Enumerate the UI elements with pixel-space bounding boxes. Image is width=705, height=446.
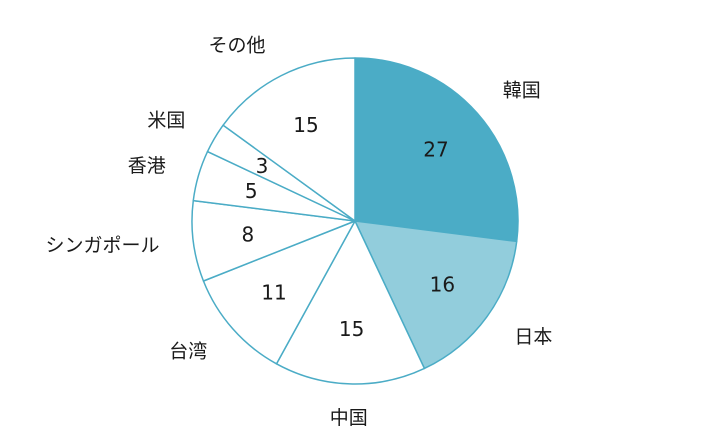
- slice-category-label-5: シンガポール: [46, 235, 160, 257]
- pie-slice-3: [275, 220, 426, 385]
- pie-slice-1: [354, 57, 519, 243]
- slice-value-label-3: 15: [339, 317, 364, 341]
- slice-value-label-8: 15: [293, 113, 318, 137]
- slice-category-label-1: 韓国: [503, 80, 541, 102]
- pie-slice-2: [354, 220, 518, 370]
- slice-category-label-7: 米国: [147, 110, 185, 132]
- pie-slice-8: [222, 57, 356, 222]
- slice-category-label-4: 台湾: [169, 340, 207, 362]
- slice-category-label-2: 日本: [514, 326, 552, 348]
- slice-category-label-8: その他: [209, 34, 266, 56]
- slice-value-label-2: 16: [430, 272, 455, 296]
- slice-category-label-6: 香港: [128, 155, 166, 177]
- slice-value-label-5: 8: [241, 223, 254, 247]
- slice-category-label-3: 中国: [330, 407, 368, 429]
- pie-slice-4: [202, 220, 356, 365]
- slice-value-label-4: 11: [261, 280, 286, 304]
- slice-value-label-7: 3: [256, 154, 269, 178]
- slice-value-label-6: 5: [245, 179, 258, 203]
- slice-value-label-1: 27: [423, 138, 448, 162]
